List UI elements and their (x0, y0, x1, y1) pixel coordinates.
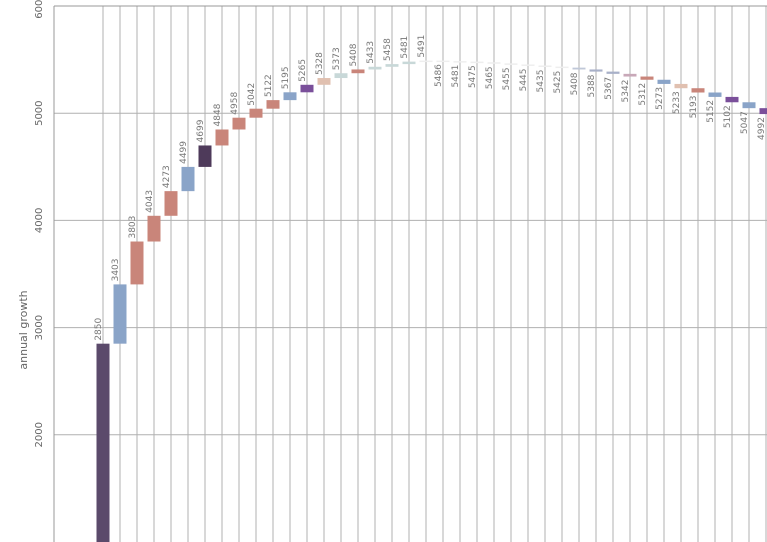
waterfall-bar (623, 73, 637, 77)
waterfall-bar (504, 63, 518, 65)
data-label: 5152 (706, 100, 716, 123)
y-tick-label: 3000 (34, 315, 45, 340)
waterfall-bar (351, 69, 365, 74)
y-tick-layer: 2000 3000 4000 5000 6000 (34, 0, 45, 448)
waterfall-bar (334, 73, 348, 79)
plot-background (54, 6, 767, 542)
waterfall-bar (215, 129, 229, 146)
waterfall-bar (708, 92, 722, 97)
data-label: 5425 (553, 71, 563, 94)
waterfall-bar (96, 343, 110, 542)
data-label: 4043 (145, 190, 155, 213)
y-axis-title: annual growth (17, 290, 30, 369)
waterfall-bar (266, 100, 280, 109)
waterfall-bar (283, 92, 297, 101)
data-label: 5481 (400, 36, 410, 59)
data-label: 4958 (230, 92, 240, 115)
waterfall-bar (589, 69, 603, 72)
grid-layer (54, 5, 767, 542)
waterfall-bar (198, 145, 212, 167)
data-label: 3803 (128, 216, 138, 239)
data-label: 3403 (111, 258, 121, 281)
waterfall-bar (572, 67, 586, 70)
data-label: 5458 (383, 38, 393, 61)
data-label: 5047 (740, 111, 750, 134)
data-label: 5435 (536, 70, 546, 93)
data-label: 5388 (587, 74, 597, 97)
waterfall-bar (759, 108, 767, 115)
data-label: 5273 (655, 87, 665, 110)
waterfall-bar (555, 66, 569, 69)
data-label: 5233 (672, 91, 682, 114)
data-label: 4499 (179, 141, 189, 164)
data-label: 2850 (94, 318, 104, 341)
waterfall-bar (147, 215, 161, 242)
data-label: 5408 (349, 43, 359, 66)
data-label: 5475 (468, 65, 478, 88)
data-label: 5491 (417, 35, 427, 58)
data-label: 5042 (247, 83, 257, 106)
waterfall-bar (674, 83, 688, 89)
waterfall-bar (742, 102, 756, 109)
data-label: 5342 (621, 80, 631, 103)
data-label: 4699 (196, 119, 206, 142)
y-tick-label: 2000 (34, 422, 45, 447)
waterfall-bar (691, 88, 705, 93)
waterfall-bar (181, 166, 195, 192)
y-tick-label: 4000 (34, 208, 45, 233)
waterfall-bar (300, 84, 314, 93)
waterfall-bar (232, 117, 246, 130)
data-label: 5193 (689, 96, 699, 119)
data-label: 5195 (281, 66, 291, 89)
data-label: 5265 (298, 59, 308, 82)
waterfall-bar (368, 66, 382, 70)
data-label: 5486 (434, 64, 444, 87)
data-label: 4848 (213, 103, 223, 126)
waterfall-bar (436, 60, 450, 63)
waterfall-bar (402, 61, 416, 65)
y-tick-label: 6000 (34, 0, 45, 19)
data-label-layer: 2850 3403 3803 4043 4273 4499 4699 4848 4958 5042… (94, 35, 767, 341)
waterfall-bar (130, 241, 144, 285)
data-label: 5408 (570, 72, 580, 95)
waterfall-bar (385, 64, 399, 67)
data-label: 4273 (162, 165, 172, 188)
waterfall-bar (419, 60, 433, 63)
data-label: 5328 (315, 52, 325, 75)
waterfall-bar (606, 71, 620, 74)
waterfall-bar (725, 96, 739, 103)
data-label: 5465 (485, 66, 495, 89)
waterfall-bar (538, 65, 552, 67)
waterfall-bar (521, 64, 535, 66)
data-label: 5455 (502, 67, 512, 90)
waterfall-bar (317, 78, 331, 85)
bar-layer (96, 60, 767, 542)
data-label: 4992 (757, 117, 767, 140)
data-label: 5367 (604, 77, 614, 100)
waterfall-bar (113, 284, 127, 344)
data-label: 5433 (366, 41, 376, 64)
data-label: 5445 (519, 68, 529, 91)
waterfall-bar (249, 108, 263, 118)
data-label: 5312 (638, 83, 648, 106)
waterfall-bar (487, 62, 501, 64)
waterfall-bar (640, 76, 654, 80)
data-label: 5481 (451, 65, 461, 88)
data-label: 5373 (332, 47, 342, 70)
y-tick-label: 5000 (34, 100, 45, 125)
waterfall-bar (164, 191, 178, 216)
waterfall-bar (657, 79, 671, 84)
waterfall-bar (470, 61, 484, 64)
waterfall-bar (453, 61, 467, 63)
data-label: 5102 (723, 105, 733, 128)
data-label: 5122 (264, 74, 274, 97)
